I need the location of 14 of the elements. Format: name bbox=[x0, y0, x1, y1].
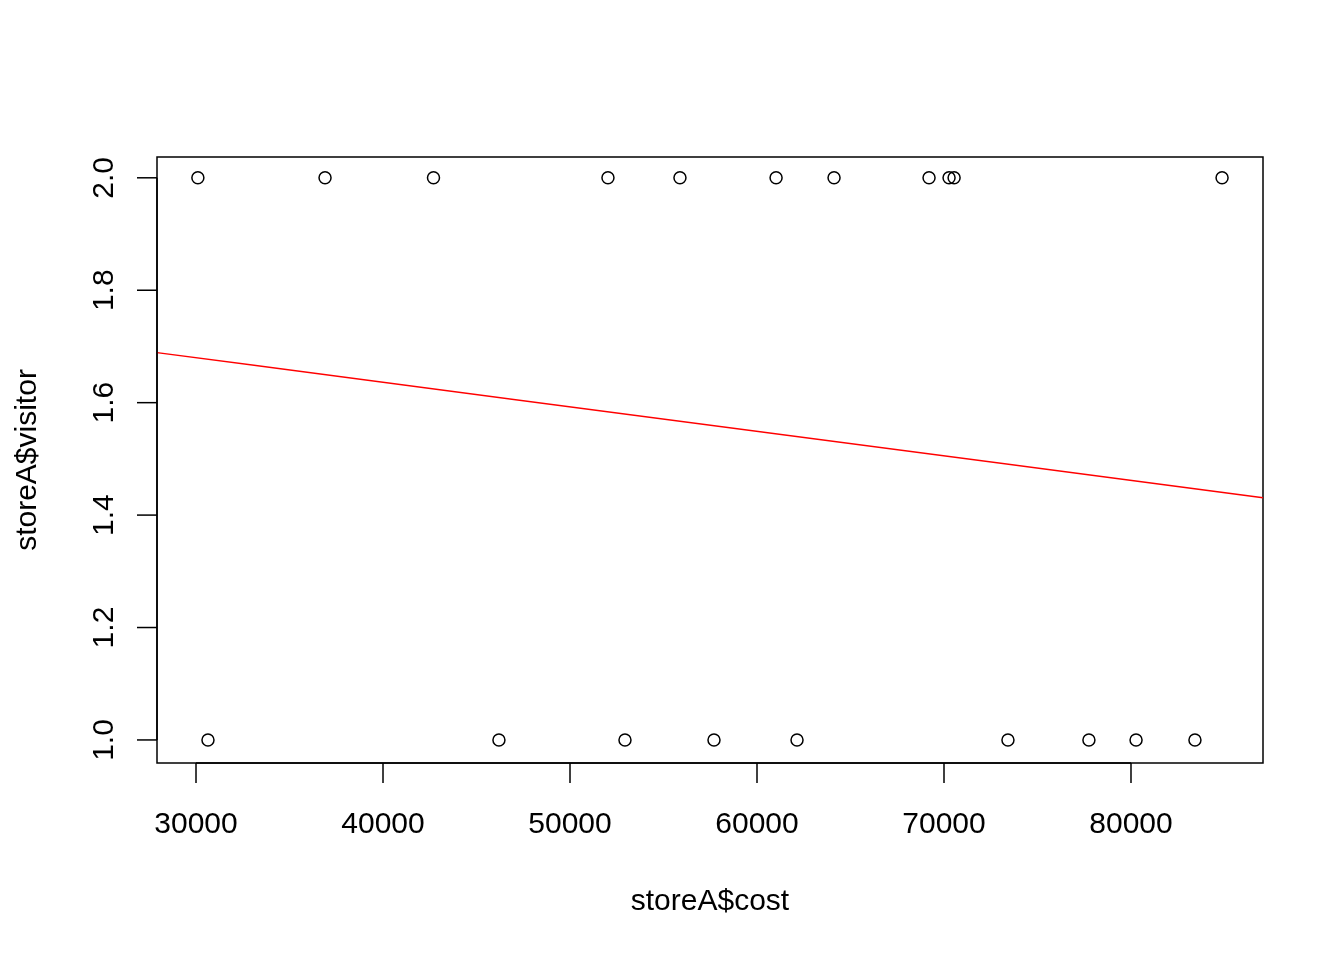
x-tick-label: 80000 bbox=[1089, 806, 1173, 839]
x-axis-title: storeA$cost bbox=[630, 883, 790, 916]
x-tick-label: 50000 bbox=[528, 806, 612, 839]
y-tick-label: 1.8 bbox=[86, 269, 119, 312]
x-tick-label: 60000 bbox=[715, 806, 799, 839]
y-tick-label: 1.6 bbox=[86, 381, 119, 424]
x-tick-label: 30000 bbox=[154, 806, 238, 839]
y-tick-label: 2.0 bbox=[86, 156, 119, 199]
y-tick-label: 1.2 bbox=[86, 606, 119, 649]
y-tick-label: 1.4 bbox=[86, 494, 119, 536]
y-tick-label: 1.0 bbox=[86, 719, 119, 761]
x-tick-label: 70000 bbox=[902, 806, 986, 839]
x-tick-label: 40000 bbox=[341, 806, 425, 839]
y-axis-title: storeA$visitor bbox=[9, 369, 42, 551]
